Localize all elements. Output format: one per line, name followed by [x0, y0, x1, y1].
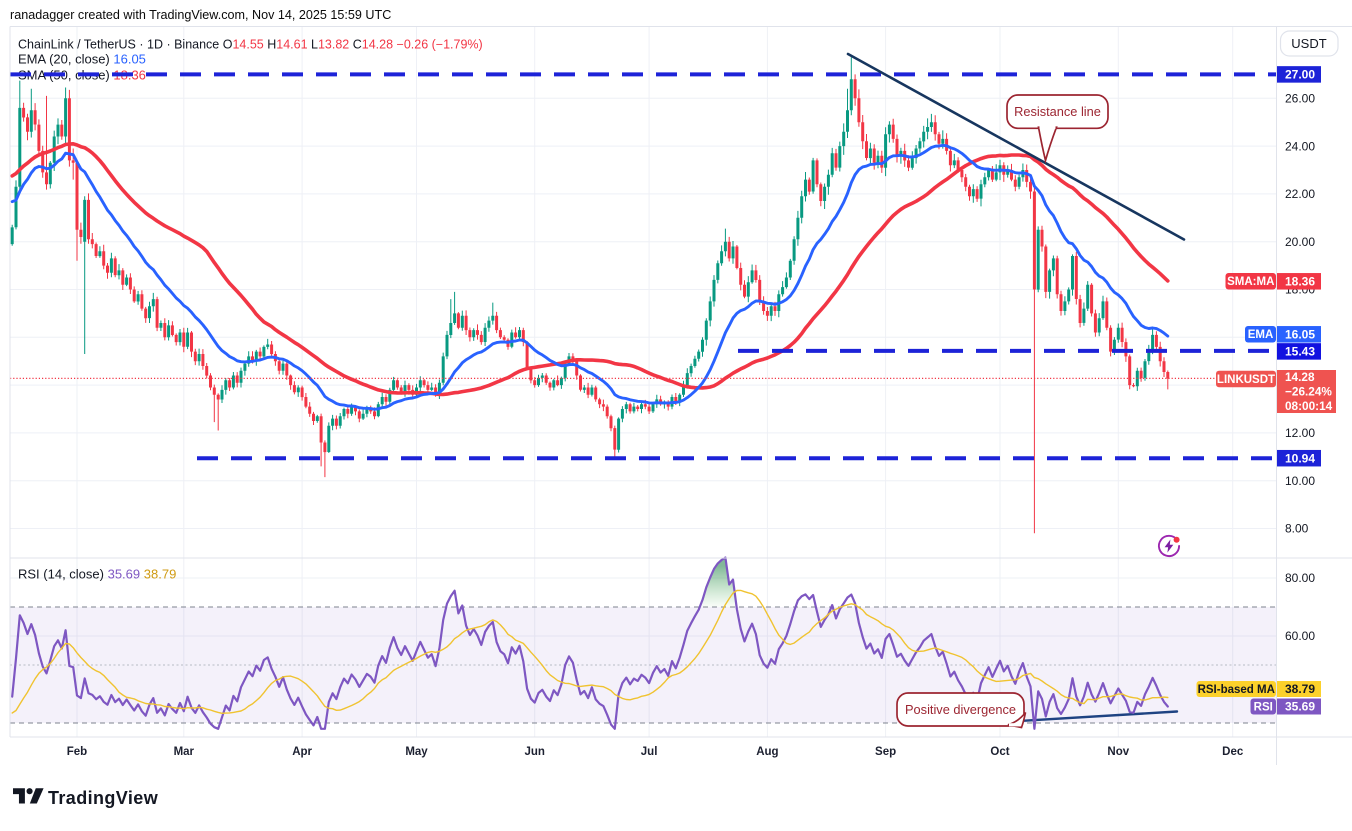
- svg-text:EMA (20, close) 16.05: EMA (20, close) 16.05: [18, 52, 146, 67]
- svg-text:18.36: 18.36: [1285, 275, 1315, 289]
- svg-text:26.00: 26.00: [1285, 92, 1315, 106]
- svg-text:08:00:14: 08:00:14: [1285, 399, 1333, 413]
- svg-text:Apr: Apr: [292, 746, 312, 758]
- svg-text:May: May: [405, 746, 428, 758]
- svg-text:SMA:MA: SMA:MA: [1227, 276, 1274, 288]
- svg-text:LINKUSDT: LINKUSDT: [1217, 374, 1275, 386]
- svg-text:35.69: 35.69: [1285, 700, 1315, 714]
- svg-text:80.00: 80.00: [1285, 571, 1315, 585]
- svg-text:RSI (14, close) 35.69 38.79: RSI (14, close) 35.69 38.79: [18, 567, 176, 582]
- svg-text:38.79: 38.79: [1285, 682, 1315, 696]
- svg-text:Positive divergence: Positive divergence: [905, 702, 1016, 717]
- svg-text:Sep: Sep: [875, 746, 896, 758]
- svg-text:27.00: 27.00: [1285, 68, 1315, 82]
- svg-text:Mar: Mar: [174, 746, 195, 758]
- svg-text:TradingView: TradingView: [48, 788, 159, 808]
- svg-text:60.00: 60.00: [1285, 629, 1315, 643]
- svg-text:14.28: 14.28: [1285, 370, 1315, 384]
- svg-text:ChainLink / TetherUS · 1D · Bi: ChainLink / TetherUS · 1D · Binance O14.…: [18, 38, 483, 52]
- svg-text:RSI-based MA: RSI-based MA: [1198, 684, 1275, 696]
- svg-text:16.05: 16.05: [1285, 328, 1315, 342]
- svg-text:USDT: USDT: [1291, 36, 1326, 51]
- svg-text:Jul: Jul: [641, 746, 658, 758]
- svg-text:ranadagger created with Tradin: ranadagger created with TradingView.com,…: [10, 8, 391, 22]
- svg-text:8.00: 8.00: [1285, 522, 1309, 536]
- svg-text:22.00: 22.00: [1285, 187, 1315, 201]
- svg-text:Feb: Feb: [67, 746, 87, 758]
- svg-text:24.00: 24.00: [1285, 139, 1315, 153]
- svg-text:Resistance line: Resistance line: [1014, 104, 1101, 119]
- svg-text:Oct: Oct: [990, 746, 1009, 758]
- svg-text:RSI: RSI: [1254, 701, 1273, 713]
- svg-text:Jun: Jun: [524, 746, 544, 758]
- svg-text:EMA: EMA: [1248, 329, 1274, 341]
- svg-text:Dec: Dec: [1222, 746, 1244, 758]
- svg-text:Nov: Nov: [1107, 746, 1129, 758]
- svg-text:Aug: Aug: [756, 746, 778, 758]
- svg-text:10.94: 10.94: [1285, 451, 1315, 465]
- svg-text:10.00: 10.00: [1285, 474, 1315, 488]
- svg-text:20.00: 20.00: [1285, 235, 1315, 249]
- svg-text:−26.24%: −26.24%: [1285, 385, 1332, 399]
- svg-text:12.00: 12.00: [1285, 426, 1315, 440]
- svg-text:15.43: 15.43: [1285, 345, 1315, 359]
